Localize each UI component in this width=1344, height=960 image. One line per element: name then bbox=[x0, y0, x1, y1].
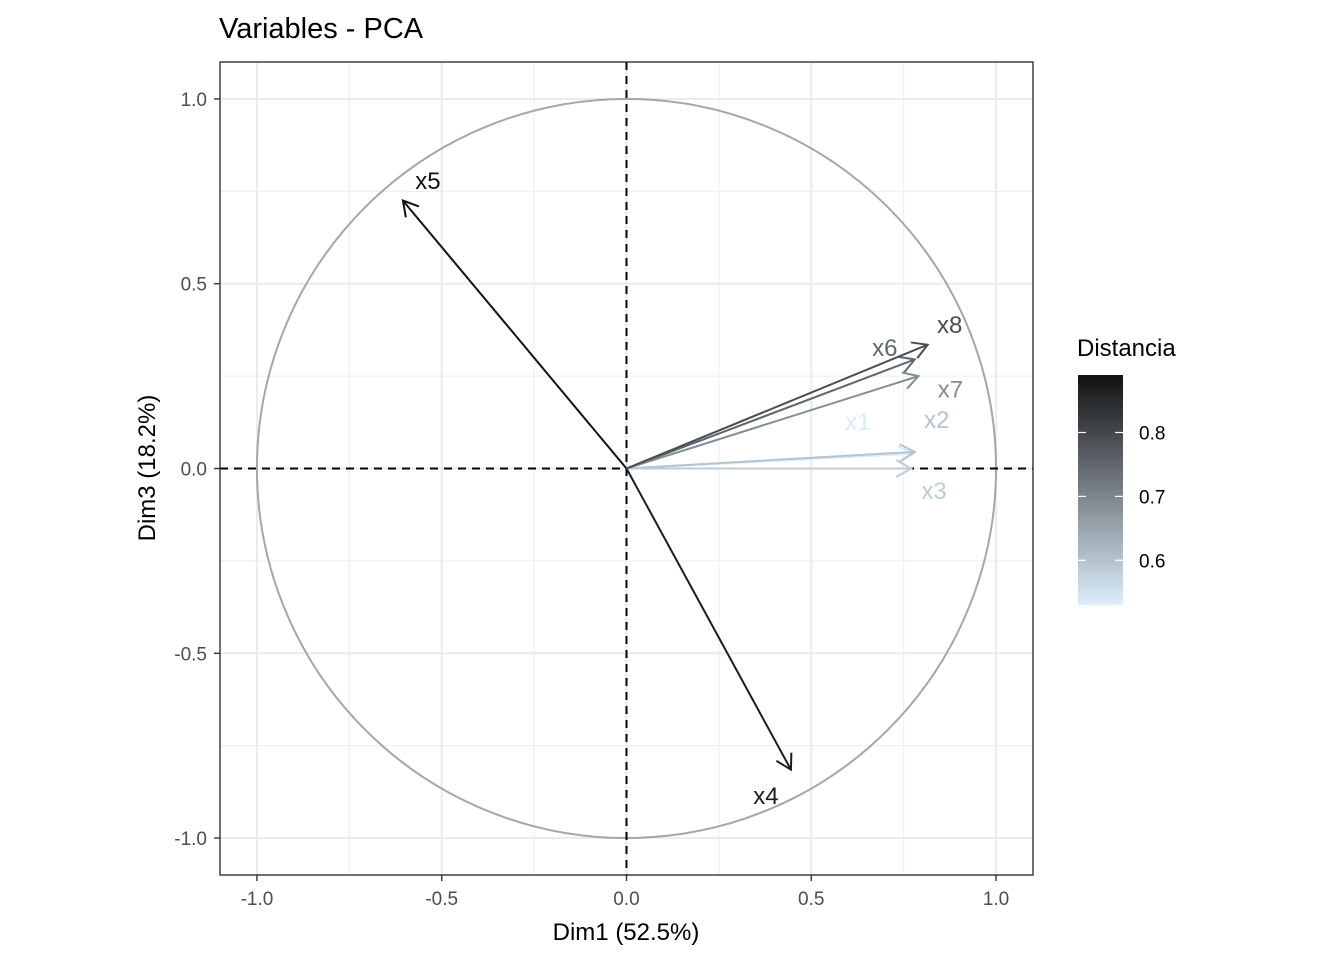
label-x6: x6 bbox=[872, 335, 897, 362]
arrow-x4 bbox=[625, 468, 792, 771]
arrowhead-x4 bbox=[775, 752, 793, 772]
arrowhead-x8 bbox=[910, 341, 930, 359]
colorbar bbox=[1078, 375, 1123, 605]
colorbar-legend: 0.6 0.7 0.8 bbox=[1078, 375, 1165, 605]
legend-title: Distancia bbox=[1077, 335, 1176, 362]
colorbar-tick-label: 0.8 bbox=[1139, 424, 1165, 445]
plot-panel: x1 x2 x3 x4 x5 x6 x7 x8 -1.0 -0.5 0.0 0.5 1.0 -1.0 -0.… bbox=[174, 61, 1034, 910]
arrow-x5 bbox=[402, 199, 628, 470]
arrowhead-x2 bbox=[899, 443, 917, 463]
y-tick-label: -1.0 bbox=[174, 829, 207, 850]
x-tick-label: -1.0 bbox=[241, 889, 274, 910]
label-x1: x1 bbox=[845, 409, 870, 436]
label-x2: x2 bbox=[924, 407, 949, 434]
arrow-x2 bbox=[626, 450, 915, 470]
label-x8: x8 bbox=[937, 312, 962, 339]
x-axis-title: Dim1 (52.5%) bbox=[553, 919, 700, 946]
x-tick-label: 0.0 bbox=[613, 889, 639, 910]
arrowhead-x6 bbox=[897, 355, 917, 374]
arrow-x7 bbox=[626, 375, 919, 470]
arrowhead-x7 bbox=[901, 371, 921, 390]
x-tick-label: 0.5 bbox=[798, 889, 824, 910]
y-tick-label: 0.0 bbox=[181, 460, 207, 481]
chart-title: Variables - PCA bbox=[219, 13, 424, 45]
y-tick-label: 1.0 bbox=[181, 90, 207, 111]
arrow-x8 bbox=[626, 343, 929, 470]
label-x3: x3 bbox=[921, 478, 946, 505]
arrowhead-x3 bbox=[895, 459, 914, 478]
y-axis-title: Dim3 (18.2%) bbox=[134, 395, 161, 542]
x-tick-label: 1.0 bbox=[983, 889, 1009, 910]
x-tick-label: -0.5 bbox=[425, 889, 458, 910]
label-x5: x5 bbox=[415, 168, 440, 195]
y-tick-label: -0.5 bbox=[174, 644, 207, 665]
label-x7: x7 bbox=[938, 376, 963, 403]
arrow-x6 bbox=[626, 358, 916, 470]
arrowhead-x5 bbox=[401, 199, 420, 218]
label-x4: x4 bbox=[753, 783, 778, 810]
colorbar-tick-label: 0.6 bbox=[1139, 551, 1165, 572]
y-tick-label: 0.5 bbox=[181, 275, 207, 296]
colorbar-tick-label: 0.7 bbox=[1139, 487, 1165, 508]
